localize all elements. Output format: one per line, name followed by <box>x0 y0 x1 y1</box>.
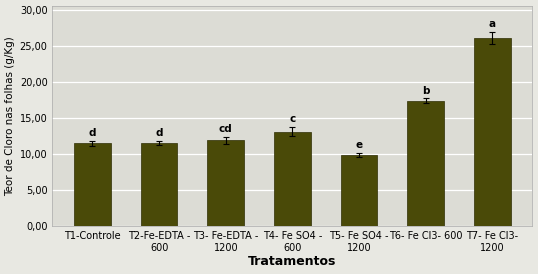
Text: d: d <box>89 128 96 138</box>
Text: e: e <box>356 140 363 150</box>
Bar <box>208 140 244 226</box>
Bar <box>74 143 111 226</box>
Bar <box>341 155 378 226</box>
X-axis label: Tratamentos: Tratamentos <box>248 255 337 269</box>
Text: a: a <box>489 19 496 29</box>
Bar <box>407 101 444 226</box>
Bar <box>274 132 311 226</box>
Text: cd: cd <box>219 124 232 134</box>
Y-axis label: Teor de Cloro nas folhas (g/Kg): Teor de Cloro nas folhas (g/Kg) <box>5 36 16 196</box>
Bar <box>474 38 511 226</box>
Bar <box>141 143 178 226</box>
Text: b: b <box>422 85 429 96</box>
Text: c: c <box>289 115 295 124</box>
Text: d: d <box>155 128 163 138</box>
